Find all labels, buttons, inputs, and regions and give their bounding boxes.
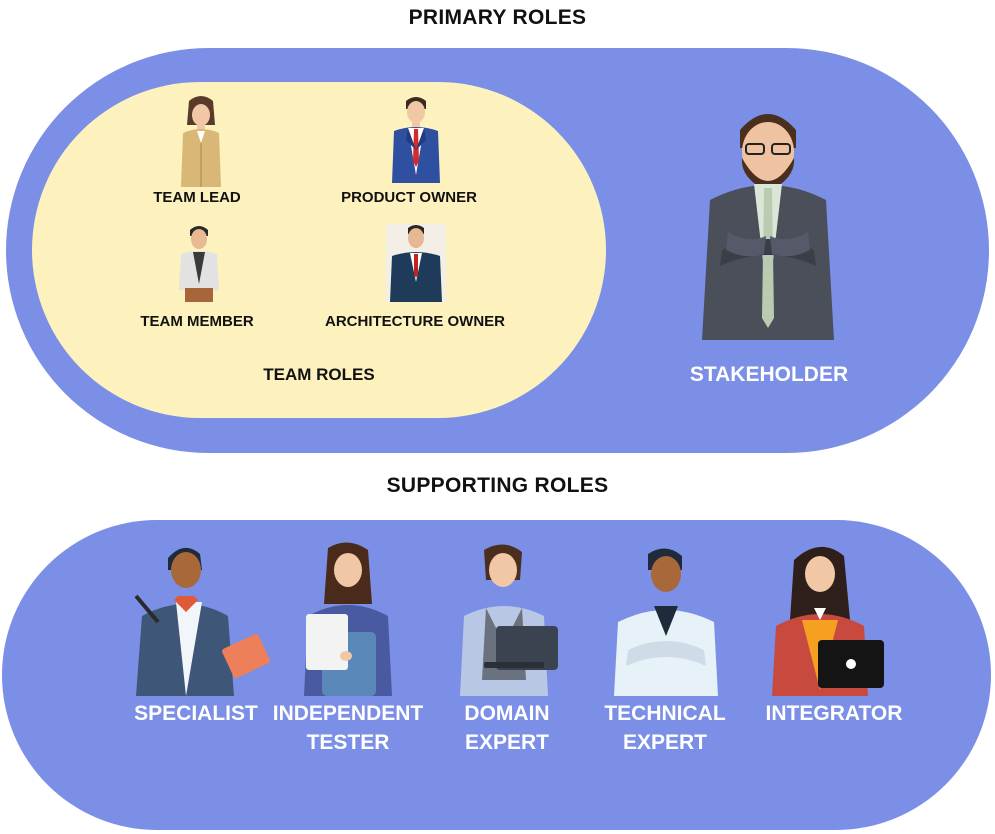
specialist-label-line1: SPECIALIST bbox=[134, 702, 258, 725]
primary-roles-heading: PRIMARY ROLES bbox=[408, 6, 587, 29]
independent-tester-icon bbox=[304, 542, 392, 696]
product-owner-label: PRODUCT OWNER bbox=[341, 189, 477, 206]
product-owner-icon bbox=[392, 97, 440, 183]
team-lead-label: TEAM LEAD bbox=[153, 189, 241, 206]
stakeholder-icon bbox=[702, 114, 834, 340]
domain-expert-icon bbox=[460, 544, 558, 696]
architecture-owner-label: ARCHITECTURE OWNER bbox=[325, 313, 505, 330]
integrator-label: INTEGRATOR bbox=[752, 699, 916, 728]
domain-expert-label-line1: DOMAIN bbox=[464, 702, 550, 725]
team-member-icon bbox=[179, 226, 219, 302]
specialist-icon bbox=[134, 547, 270, 696]
specialist-label: SPECIALIST bbox=[118, 699, 274, 728]
architecture-owner-icon bbox=[386, 224, 446, 302]
technical-expert-label: TECHNICAL EXPERT bbox=[590, 699, 740, 757]
independent-tester-label-line1: INDEPENDENT bbox=[272, 702, 424, 725]
team-roles-label: TEAM ROLES bbox=[263, 365, 375, 384]
team-lead-icon bbox=[181, 96, 221, 187]
integrator-icon bbox=[772, 546, 884, 696]
team-roles-container bbox=[32, 82, 606, 418]
integrator-label-line1: INTEGRATOR bbox=[765, 702, 903, 725]
independent-tester-label-line2: TESTER bbox=[306, 731, 390, 754]
domain-expert-label-line2: EXPERT bbox=[464, 731, 550, 754]
supporting-roles-heading: SUPPORTING ROLES bbox=[386, 474, 609, 497]
technical-expert-label-line2: EXPERT bbox=[622, 731, 708, 754]
domain-expert-label: DOMAIN EXPERT bbox=[432, 699, 582, 757]
stakeholder-label: STAKEHOLDER bbox=[689, 363, 849, 386]
team-member-label: TEAM MEMBER bbox=[140, 313, 254, 330]
independent-tester-label: INDEPENDENT TESTER bbox=[264, 699, 432, 757]
technical-expert-icon bbox=[614, 548, 718, 696]
technical-expert-label-line1: TECHNICAL bbox=[604, 702, 726, 725]
